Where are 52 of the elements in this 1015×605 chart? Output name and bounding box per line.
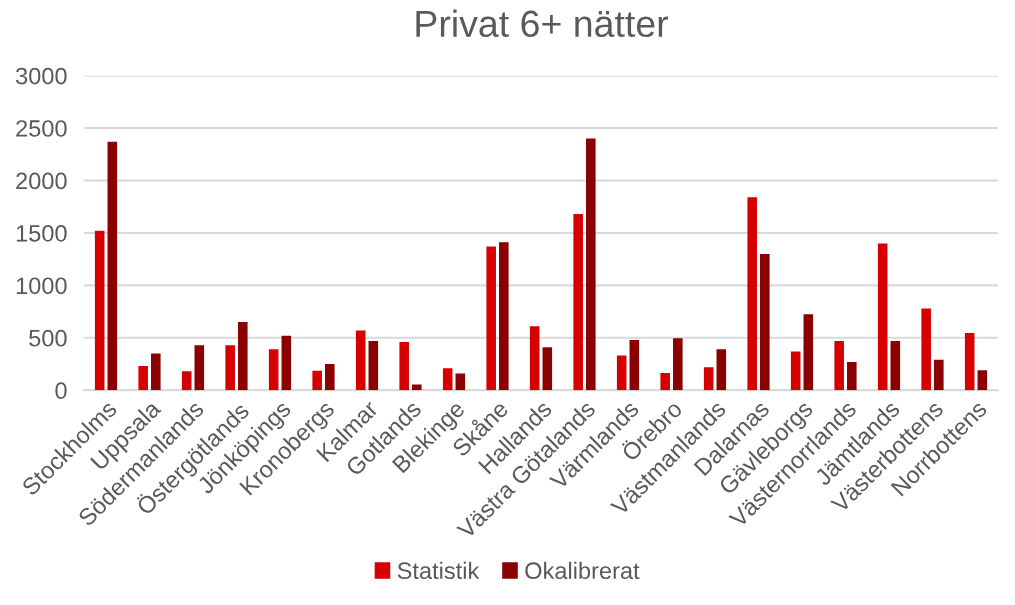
- bar: [803, 314, 814, 391]
- bar: [455, 373, 466, 391]
- bar: [673, 338, 683, 391]
- bar: [281, 335, 292, 391]
- y-tick-label: 2000: [16, 172, 67, 190]
- legend-label: Statistik: [397, 561, 480, 580]
- bar: [703, 367, 714, 391]
- bar: [325, 364, 335, 391]
- y-tick-label: 500: [29, 329, 67, 347]
- bar: [629, 339, 640, 391]
- bar: [573, 214, 583, 391]
- bar: [225, 345, 235, 391]
- bar: [368, 340, 379, 391]
- bar: [790, 351, 801, 391]
- bar: [660, 372, 670, 391]
- bar: [760, 253, 770, 391]
- bar: [834, 340, 844, 391]
- bar: [934, 359, 944, 391]
- bar: [312, 370, 322, 391]
- bar: [529, 326, 540, 391]
- bar: [268, 349, 279, 391]
- bar: [586, 138, 596, 391]
- bar: [181, 371, 192, 391]
- bar: [716, 349, 727, 391]
- y-tick-label: 2500: [16, 120, 67, 137]
- bar: [747, 197, 757, 391]
- bar: [486, 246, 496, 391]
- bar: [442, 368, 453, 391]
- bar: [138, 366, 148, 391]
- bar: [877, 243, 888, 391]
- bar: [412, 384, 422, 391]
- bar: [238, 322, 248, 391]
- bar: [977, 370, 988, 391]
- bar: [890, 340, 901, 391]
- y-tick-label: 1500: [16, 224, 67, 242]
- legend-label: Okalibrerat: [525, 561, 640, 580]
- y-tick-label: 1000: [16, 277, 67, 295]
- chart-title: Privat 6+ nätter: [416, 9, 669, 38]
- bar: [94, 230, 105, 391]
- bar: [616, 355, 627, 391]
- bar: [921, 308, 931, 391]
- y-tick-label: 0: [55, 382, 67, 400]
- y-tick-label: 3000: [15, 67, 67, 85]
- bar: [194, 345, 205, 391]
- bar: [355, 330, 366, 391]
- bar: [107, 141, 118, 391]
- bar: [499, 242, 509, 391]
- bar: [847, 361, 857, 391]
- bar: [151, 353, 161, 391]
- bar: [399, 341, 409, 391]
- bar: [964, 333, 975, 391]
- bar: [542, 347, 553, 391]
